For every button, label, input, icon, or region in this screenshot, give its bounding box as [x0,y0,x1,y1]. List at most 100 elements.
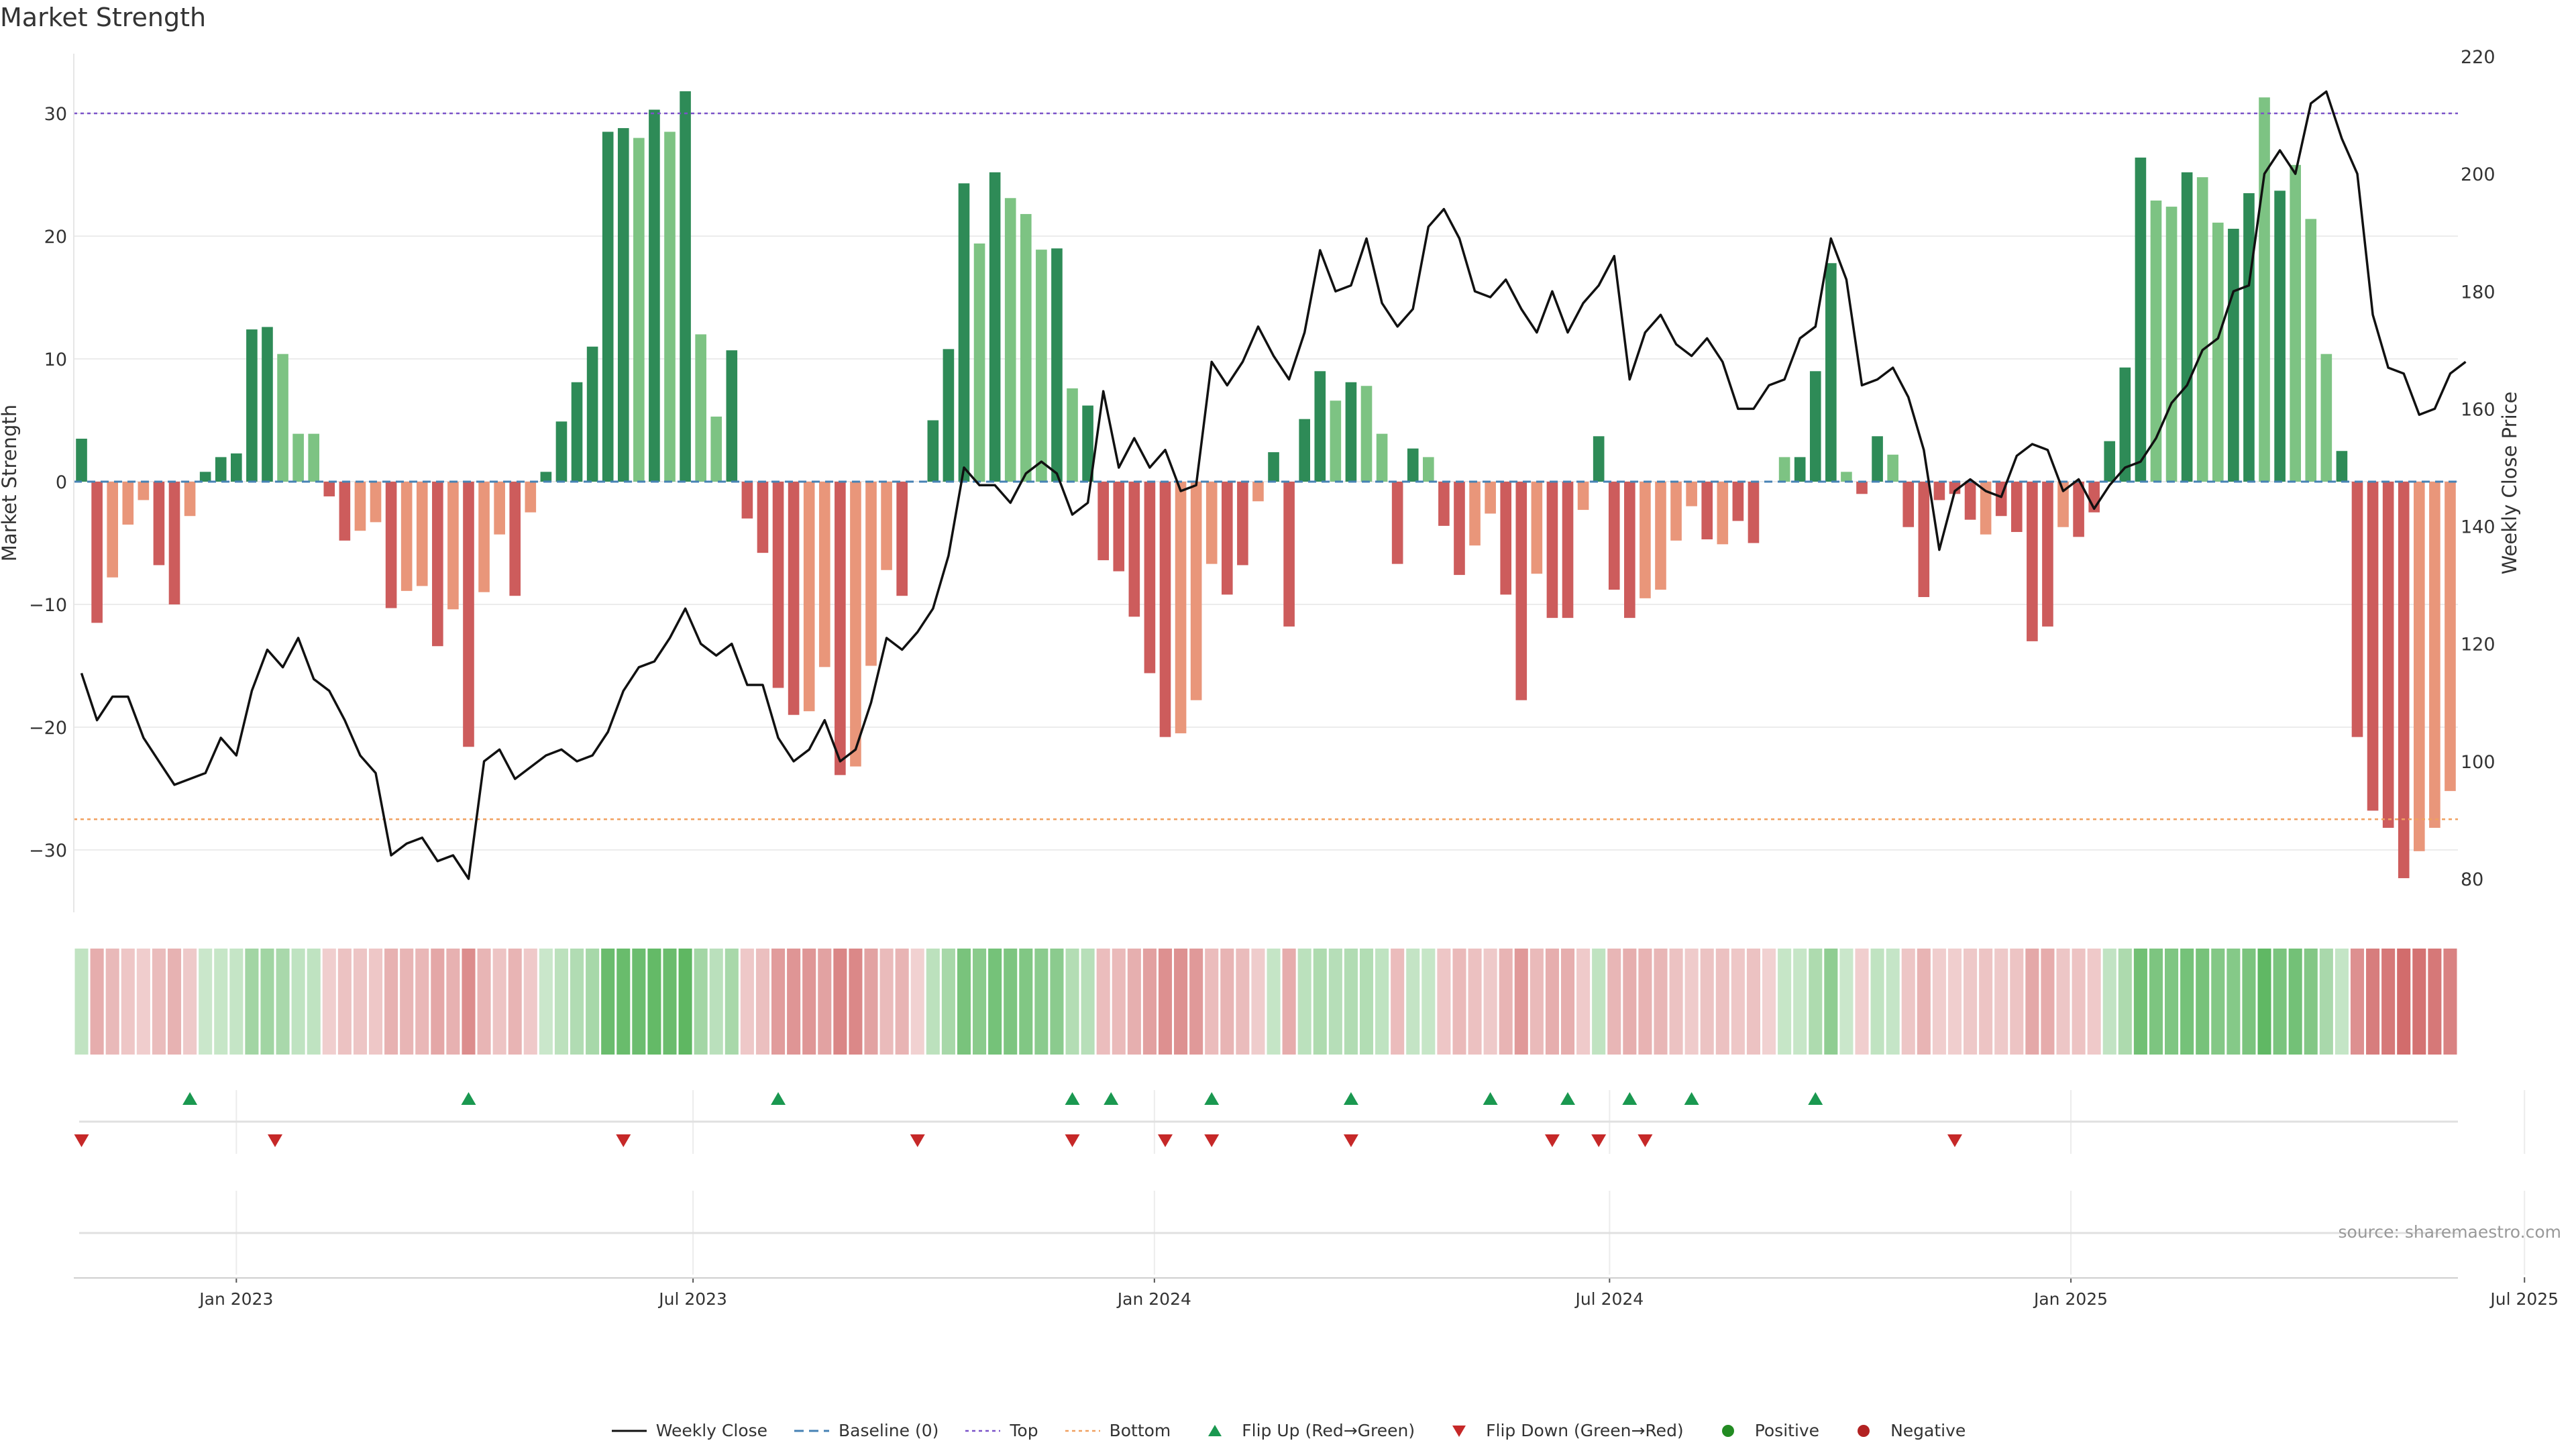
strength-bar-negative [2367,482,2379,811]
heatmap-cell [245,949,259,1055]
flip-down-marker [268,1134,283,1147]
dashed-line-icon [794,1430,830,1432]
strength-bar-positive [2212,222,2224,482]
heatmap-cell [2428,949,2442,1055]
strength-bar-positive [1360,386,1373,482]
heatmap-cell [2149,949,2163,1055]
strength-bar-positive [1299,419,1311,482]
strength-bar-negative [107,482,119,578]
strength-bar-negative [509,482,521,596]
legend-label: Top [1010,1421,1038,1440]
strength-bar-negative [91,482,103,623]
strength-bar-negative [1748,482,1760,543]
heatmap-cell [2242,949,2256,1055]
legend-label: Flip Down (Green→Red) [1486,1421,1684,1440]
strength-bar-positive [555,421,568,482]
y2-tick-label: 160 [2461,399,2496,420]
strength-bar-positive [199,472,211,482]
legend-item: Flip Up (Red→Green) [1196,1421,1415,1440]
heatmap-cell [1205,949,1219,1055]
strength-bar-negative [2042,482,2053,627]
dot-icon [1721,1424,1734,1437]
strength-bar-positive [726,350,738,482]
heatmap-cell [647,949,661,1055]
heatmap-cell [74,949,89,1055]
strength-bar-negative [354,482,366,531]
strength-bar-negative [1485,482,1496,514]
strength-bar-positive [1778,457,1790,482]
heatmap-cell [1715,949,1729,1055]
heatmap-cell [1251,949,1265,1055]
strength-bar-positive [649,109,660,482]
heatmap-cell [1901,949,1915,1055]
strength-bar-negative [416,482,428,586]
y2-tick-label: 140 [2461,517,2496,538]
strength-bar-negative [1562,482,1574,619]
heatmap-cell [1746,949,1760,1055]
heatmap-cell [229,949,244,1055]
strength-bar-negative [1640,482,1651,598]
x-tick-label: Jul 2025 [2489,1289,2559,1309]
heatmap-cell [1793,949,1807,1055]
heatmap-cell [1391,949,1405,1055]
heatmap-cell [1267,949,1281,1055]
strength-bar-positive [710,417,722,482]
heatmap-cell [2381,949,2396,1055]
strength-bar-negative [1949,482,1961,494]
strength-bar-negative [478,482,490,592]
strength-bar-negative [494,482,505,535]
strength-bar-positive [2228,229,2239,482]
strength-bar-negative [385,482,397,608]
heatmap-cell [755,949,770,1055]
strength-bar-negative [772,482,784,688]
heatmap-cell [2196,949,2210,1055]
heatmap-cell [1328,949,1342,1055]
triangle-down-icon [1452,1425,1466,1437]
heatmap-cell [771,949,786,1055]
y2-tick-label: 180 [2461,282,2496,303]
flip-up-marker [1483,1092,1498,1105]
strength-bar-negative [1500,482,1512,595]
strength-bar-positive [617,127,629,482]
strength-bar-negative [2413,482,2425,851]
strength-bar-positive [1887,454,1898,482]
strength-bar-positive [1376,433,1388,482]
heatmap-cell [1917,949,1931,1055]
strength-bars [76,91,2456,879]
strength-bar-positive [695,334,706,482]
strength-bar-positive [958,183,970,482]
strength-bar-negative [339,482,351,541]
strength-bar-positive [1067,388,1078,482]
heatmap-cell [2412,949,2426,1055]
heatmap-cell [802,949,816,1055]
heatmap-cell [136,949,150,1055]
heatmap-cell [1004,949,1018,1055]
heatmap-cell [570,949,584,1055]
y-tick-label: −20 [29,718,67,739]
heatmap-cell [2180,949,2194,1055]
heatmap-cell [1344,949,1358,1055]
strength-bar-positive [1872,436,1883,482]
heatmap-cell [431,949,445,1055]
heatmap-cell [879,949,894,1055]
strength-bar-negative [138,482,150,500]
y2-tick-label: 220 [2461,47,2496,68]
heatmap-cell [276,949,290,1055]
legend: Weekly Close Baseline (0) Top Bottom Flip Up… [0,1421,2576,1440]
heatmap-cell [1947,949,1962,1055]
heatmap-cell [2010,949,2024,1055]
heatmap-cell [678,949,692,1055]
strength-bar-negative [1918,482,1930,598]
flip-up-marker [182,1092,198,1105]
flip-down-marker [1947,1134,1962,1147]
strength-bar-negative [1964,482,1976,520]
heatmap-cell [1700,949,1714,1055]
weekly-close-line [80,90,2467,880]
y2-tick-label: 80 [2461,869,2483,890]
strength-bar-negative [2351,482,2363,737]
heatmap-cell [910,949,924,1055]
heatmap-cell [353,949,367,1055]
heatmap-cell [1979,949,1993,1055]
heatmap-cell [462,949,476,1055]
strength-bar-negative [1128,482,1140,617]
